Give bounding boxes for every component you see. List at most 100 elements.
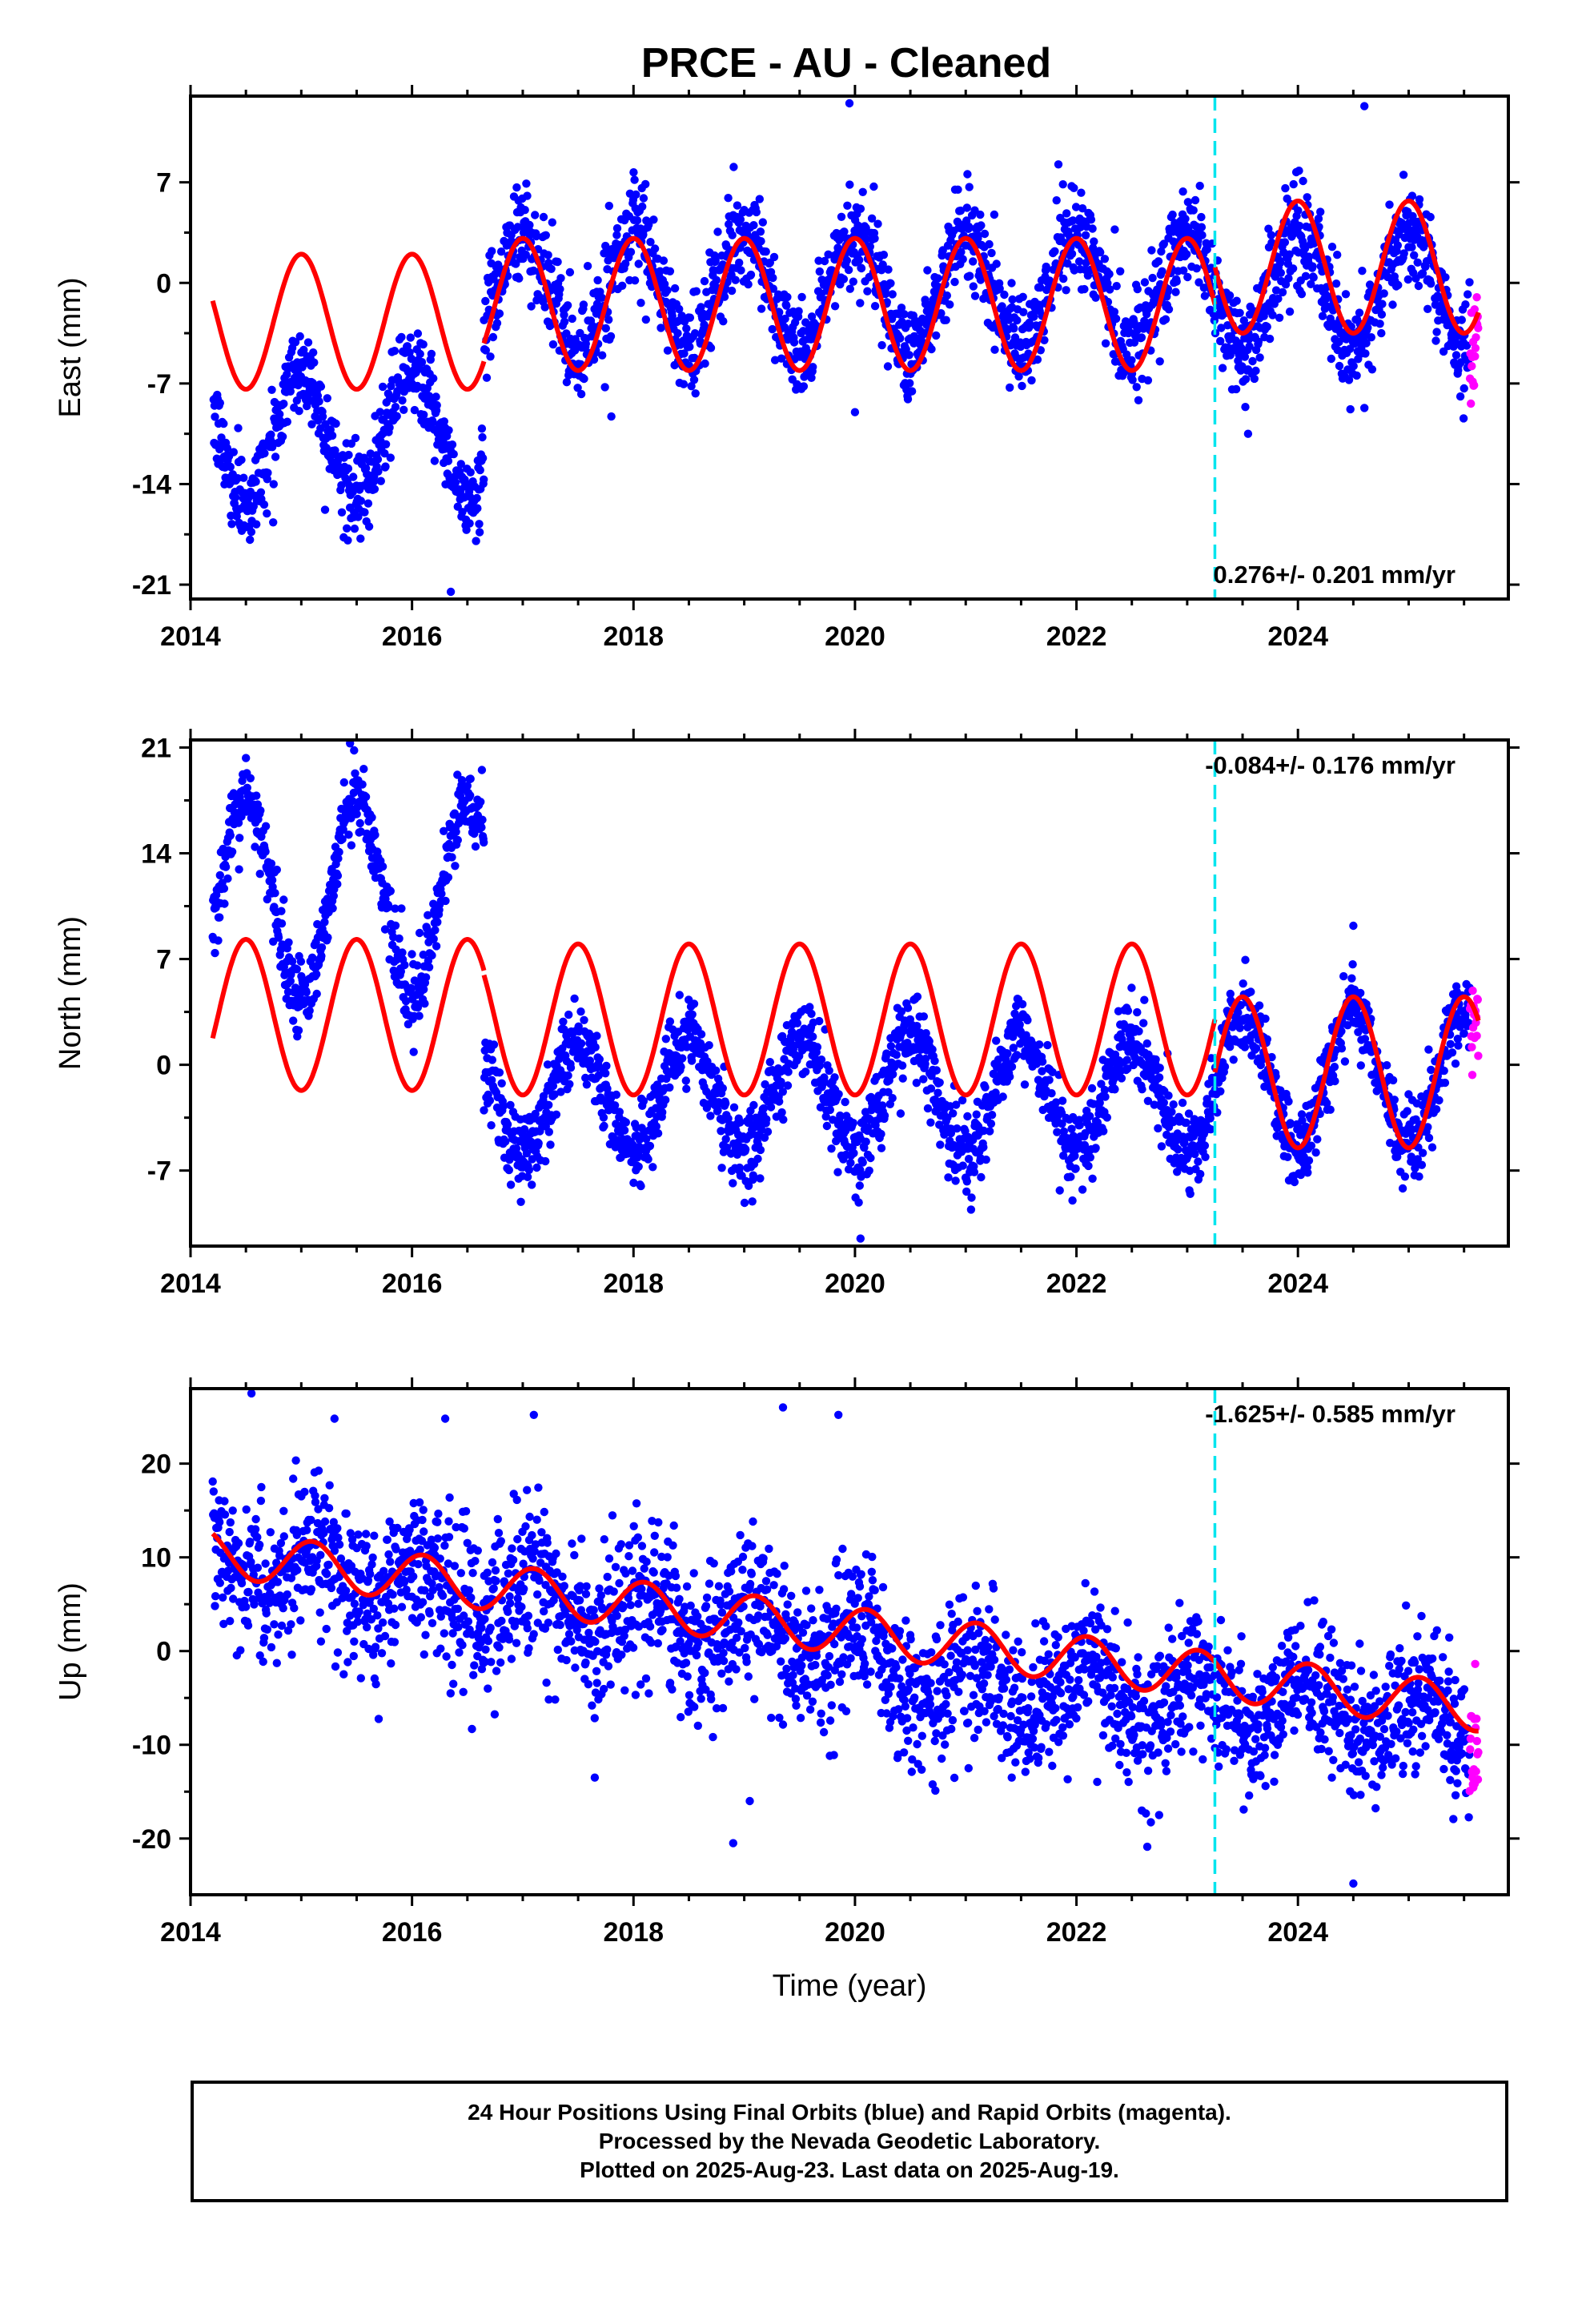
data-point (516, 1197, 525, 1207)
data-point (1045, 1076, 1054, 1084)
data-point (331, 446, 339, 455)
data-point (1140, 995, 1149, 1004)
data-point (1275, 313, 1284, 322)
data-point (570, 994, 579, 1003)
data-point (1058, 1120, 1066, 1128)
data-point (934, 274, 942, 283)
data-point (312, 970, 321, 979)
data-point (634, 1162, 643, 1172)
data-point (689, 999, 699, 1008)
data-point (283, 417, 291, 426)
data-point (1367, 365, 1377, 374)
data-point (928, 1045, 937, 1054)
data-point (267, 385, 276, 394)
data-point (1058, 180, 1067, 189)
data-point (541, 231, 550, 239)
data-point (343, 536, 352, 545)
data-point (354, 513, 363, 521)
data-point (1255, 353, 1264, 362)
data-point (1075, 1120, 1084, 1130)
data-point (1164, 1091, 1173, 1100)
data-point (958, 1161, 967, 1170)
data-point (630, 175, 639, 184)
data-point (277, 919, 287, 928)
data-point (405, 348, 414, 357)
data-point (934, 1088, 942, 1097)
outlier-point (1360, 404, 1369, 412)
data-point (837, 212, 846, 221)
data-point (749, 1171, 757, 1180)
data-point (1087, 1084, 1097, 1093)
data-point (307, 953, 317, 963)
data-point (801, 1068, 810, 1076)
data-point (606, 332, 616, 341)
data-point (381, 440, 391, 448)
data-point (234, 424, 243, 432)
data-point (401, 996, 411, 1006)
data-point (1314, 214, 1323, 223)
data-point (870, 234, 879, 243)
data-point (226, 831, 235, 840)
data-point (289, 1016, 298, 1025)
data-point (396, 967, 405, 976)
data-point (380, 925, 390, 934)
data-point (1195, 278, 1203, 287)
data-point (527, 302, 536, 311)
data-point (964, 222, 974, 231)
data-point (1377, 310, 1387, 319)
data-point (247, 528, 256, 537)
data-point (1377, 328, 1386, 338)
data-point (1399, 171, 1408, 179)
data-point (485, 1096, 495, 1105)
data-point (749, 1100, 758, 1110)
data-point (344, 830, 353, 839)
data-point (642, 1135, 651, 1144)
data-point (770, 356, 780, 364)
data-point (263, 475, 271, 484)
data-point (440, 826, 448, 836)
data-point (421, 973, 431, 982)
data-point (591, 1043, 600, 1051)
data-point (633, 1150, 643, 1159)
data-point (849, 1119, 858, 1128)
data-point (310, 358, 319, 367)
data-point (741, 1145, 750, 1154)
data-point (1154, 257, 1163, 266)
data-point (768, 324, 777, 334)
data-point (252, 791, 261, 800)
data-point (1294, 206, 1303, 215)
data-point (765, 1058, 774, 1067)
data-point (1245, 342, 1254, 351)
data-point (862, 235, 871, 243)
data-point (220, 899, 229, 908)
data-point (243, 494, 253, 503)
data-point (531, 1109, 540, 1119)
data-point (1308, 262, 1317, 271)
data-point (1171, 287, 1180, 296)
data-point (1276, 258, 1285, 267)
data-point (604, 316, 613, 324)
data-point (925, 1037, 934, 1046)
data-point (691, 389, 700, 398)
data-point (229, 448, 238, 456)
data-point (322, 444, 331, 452)
data-point (907, 387, 917, 396)
data-point (334, 854, 343, 863)
data-point (331, 419, 340, 428)
data-point (1168, 210, 1177, 219)
data-point (992, 1036, 1001, 1045)
data-point (827, 1144, 836, 1153)
data-point (913, 1022, 921, 1031)
data-point (729, 1179, 737, 1188)
data-point (256, 488, 266, 497)
data-point (417, 358, 427, 367)
data-point (769, 284, 777, 293)
data-point (475, 520, 484, 529)
data-point (820, 256, 829, 266)
data-point (969, 282, 978, 291)
data-point (758, 218, 767, 227)
data-point (1000, 290, 1009, 300)
data-point (317, 943, 327, 952)
data-point (1218, 364, 1227, 372)
data-point (878, 1101, 887, 1110)
